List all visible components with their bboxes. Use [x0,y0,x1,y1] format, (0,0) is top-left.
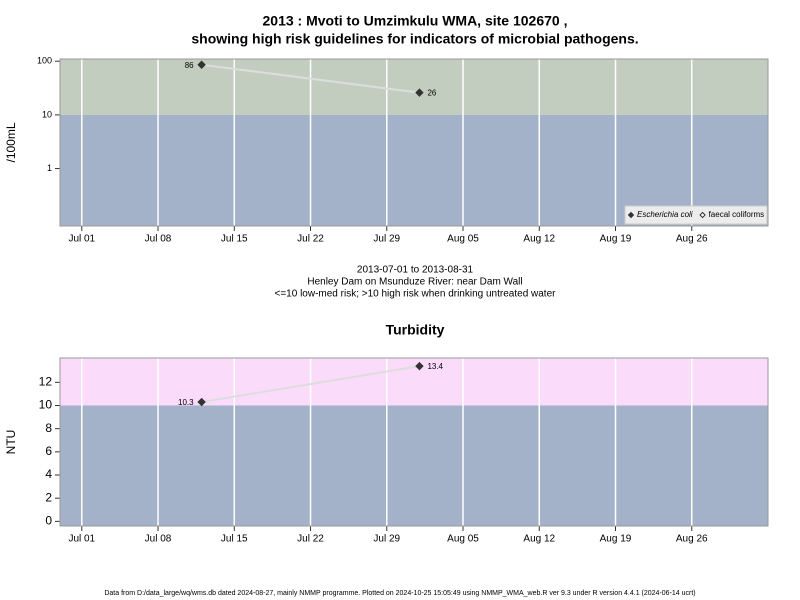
x-tick-label: Aug 19 [600,534,632,545]
x-tick-label: Jul 08 [145,534,172,545]
chart-note: Henley Dam on Msunduze River: near Dam W… [307,277,522,288]
x-tick-label: Aug 05 [447,234,479,245]
data-label: 13.4 [427,362,443,371]
plot-frame [59,357,769,527]
series-line [201,63,420,94]
y-tick-label: 2 [45,490,52,504]
x-tick-label: Jul 29 [373,234,400,245]
x-tick-label: Aug 26 [676,534,708,545]
data-label: 26 [427,89,436,98]
series-line [201,365,420,404]
x-tick-label: Jul 08 [145,234,172,245]
chart-title: 2013 : Mvoti to Umzimkulu WMA, site 1026… [263,13,568,29]
data-point [415,88,424,97]
legend-marker [699,211,706,219]
x-tick-label: Aug 26 [676,234,708,245]
y-axis-label: /100mL [4,122,18,162]
x-tick-label: Jul 01 [68,234,95,245]
y-tick-label: 12 [39,375,53,389]
footer: Data from D:/data_large/wq/wms.db dated … [104,590,695,597]
data-label: 10.3 [178,398,194,407]
x-tick-label: Aug 19 [600,234,632,245]
legend-label: Escherichia coli [637,210,693,219]
plot-frame [59,58,769,227]
x-tick-label: Jul 22 [297,534,324,545]
x-tick-label: Jul 01 [68,534,95,545]
band-low [60,405,768,526]
y-tick-label: 8 [45,421,52,435]
x-tick-label: Jul 22 [297,234,324,245]
x-tick-label: Jul 29 [373,534,400,545]
chart-title: showing high risk guidelines for indicat… [191,31,638,47]
y-tick-label: 0 [45,514,52,528]
y-axis-label: NTU [4,430,18,455]
chart-title: Turbidity [386,322,445,338]
y-tick-label: 1 [47,163,52,173]
data-point [415,361,424,371]
x-tick-label: Jul 15 [221,534,248,545]
y-tick-label: 10 [39,398,53,412]
legend-box [624,205,768,225]
y-tick-label: 6 [45,444,52,458]
band-high [60,59,768,115]
data-point [197,397,206,407]
x-tick-label: Aug 12 [523,534,555,545]
chart-note: <=10 low-med risk; >10 high risk when dr… [275,289,557,300]
y-tick-label: 4 [45,467,52,481]
y-tick-label: 100 [37,56,52,66]
data-point [197,60,206,69]
x-tick-label: Jul 15 [221,234,248,245]
y-tick-label: 10 [42,109,52,119]
band-high [60,358,768,406]
data-label: 86 [185,61,194,70]
chart-note: 2013-07-01 to 2013-08-31 [357,265,474,276]
legend-marker [627,211,635,219]
legend-label: faecal coliforms [709,210,765,219]
x-tick-label: Aug 12 [523,234,555,245]
x-tick-label: Aug 05 [447,534,479,545]
